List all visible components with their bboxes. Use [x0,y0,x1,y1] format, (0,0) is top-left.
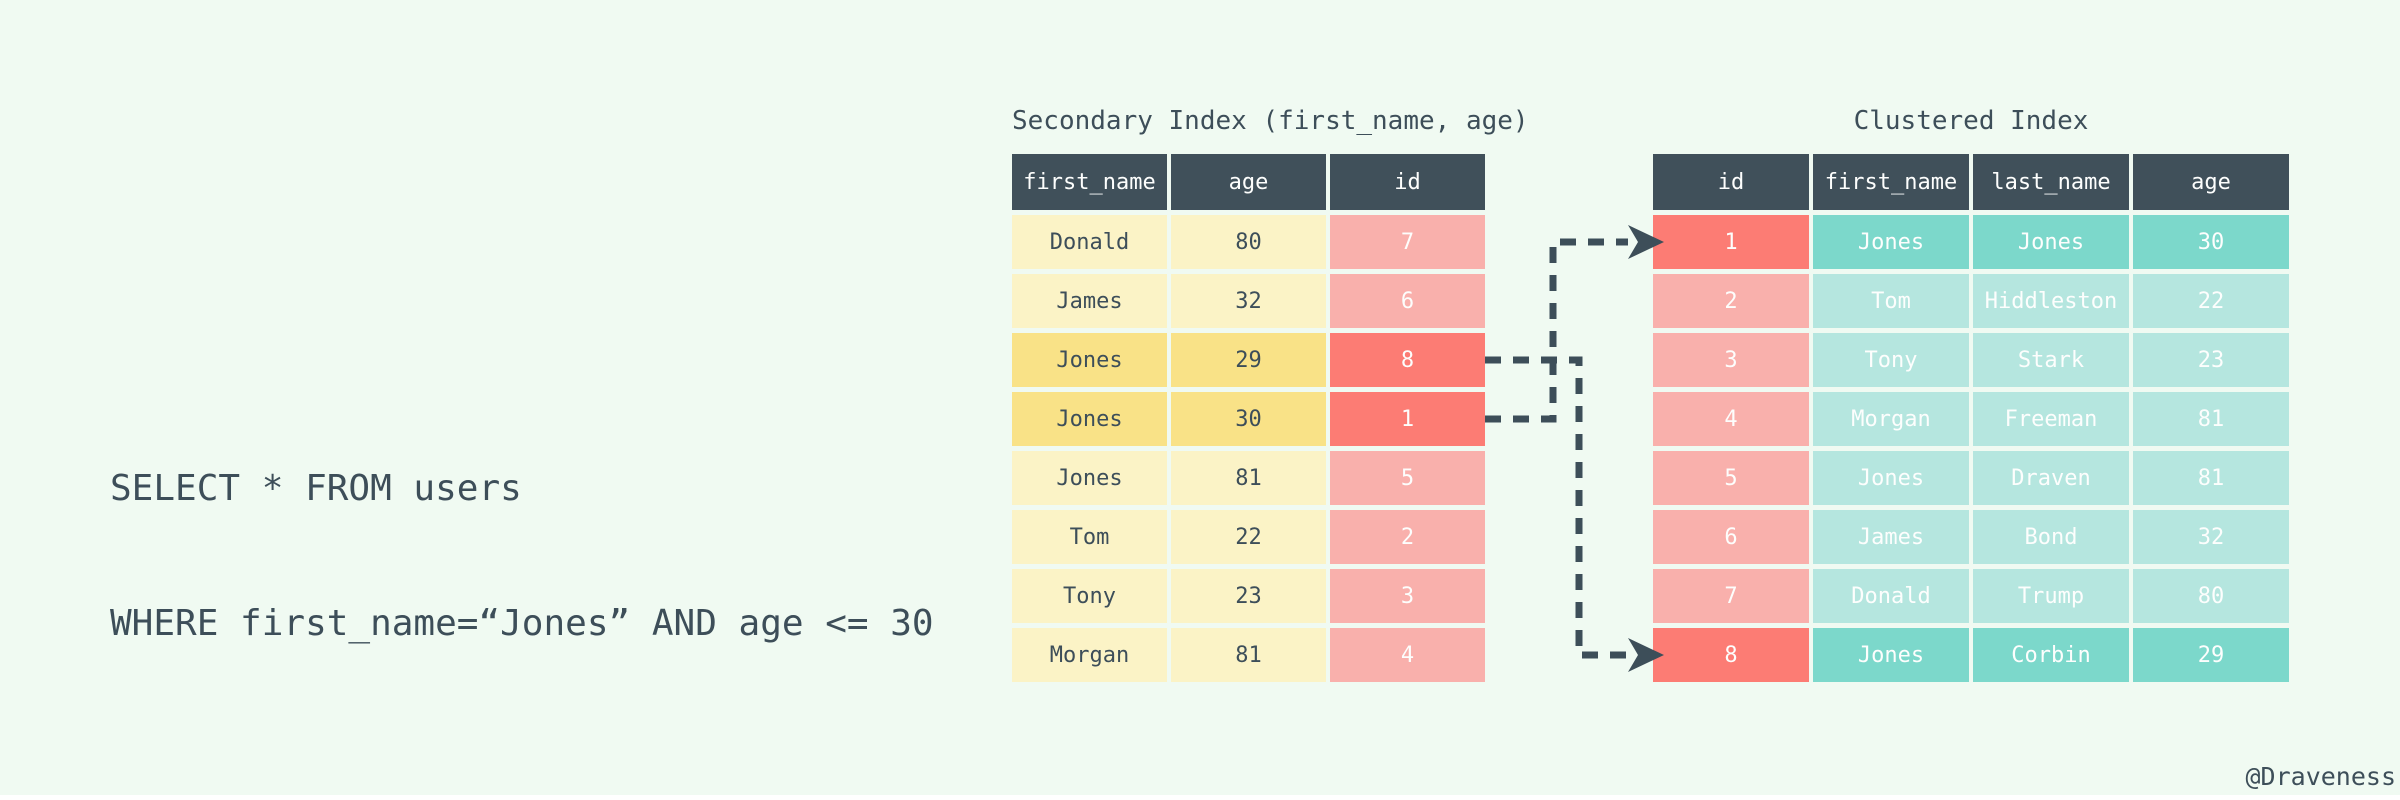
secondary-index-title: Secondary Index (first_name, age) [1012,106,1529,136]
secondary-index-table: first_name age id Donald 80 7 James 32 6 Jones 29 8… [1012,154,1485,682]
clustered-header-id: id [1653,154,1809,210]
clustered-cell-id-row5: 5 [1653,451,1809,505]
clustered-cell-first_name-row1: Jones [1813,215,1969,269]
clustered-cell-last_name-row3: Stark [1973,333,2129,387]
lookup-arrow-id1-path [1485,238,1628,423]
secondary-cell-age-row2: 32 [1171,274,1326,328]
secondary-cell-first_name-row1: Donald [1012,215,1167,269]
clustered-cell-age-row7: 80 [2133,569,2289,623]
clustered-cell-age-row6: 32 [2133,510,2289,564]
clustered-cell-age-row5: 81 [2133,451,2289,505]
secondary-cell-id-row3: 8 [1330,333,1485,387]
clustered-cell-id-row7: 7 [1653,569,1809,623]
clustered-cell-first_name-row4: Morgan [1813,392,1969,446]
secondary-cell-first_name-row6: Tom [1012,510,1167,564]
secondary-cell-first_name-row3: Jones [1012,333,1167,387]
secondary-cell-id-row4: 1 [1330,392,1485,446]
clustered-header-age: age [2133,154,2289,210]
secondary-header-id: id [1330,154,1485,210]
clustered-cell-id-row6: 6 [1653,510,1809,564]
secondary-cell-age-row7: 23 [1171,569,1326,623]
sql-query-line-2: WHERE first_name=“Jones” AND age <= 30 [110,603,934,644]
clustered-cell-age-row3: 23 [2133,333,2289,387]
clustered-cell-last_name-row4: Freeman [1973,392,2129,446]
secondary-cell-id-row2: 6 [1330,274,1485,328]
clustered-cell-id-row3: 3 [1653,333,1809,387]
clustered-cell-last_name-row1: Jones [1973,215,2129,269]
attribution: @Draveness [2245,762,2396,791]
clustered-header-first_name: first_name [1813,154,1969,210]
secondary-cell-first_name-row8: Morgan [1012,628,1167,682]
sql-query: SELECT * FROM users WHERE first_name=“Jo… [110,376,934,736]
clustered-cell-first_name-row8: Jones [1813,628,1969,682]
secondary-cell-first_name-row5: Jones [1012,451,1167,505]
clustered-cell-last_name-row2: Hiddleston [1973,274,2129,328]
secondary-cell-age-row3: 29 [1171,333,1326,387]
secondary-cell-first_name-row4: Jones [1012,392,1167,446]
clustered-cell-id-row4: 4 [1653,392,1809,446]
secondary-cell-id-row5: 5 [1330,451,1485,505]
clustered-cell-first_name-row3: Tony [1813,333,1969,387]
clustered-cell-first_name-row2: Tom [1813,274,1969,328]
secondary-cell-id-row6: 2 [1330,510,1485,564]
clustered-cell-age-row8: 29 [2133,628,2289,682]
clustered-cell-last_name-row6: Bond [1973,510,2129,564]
sql-query-line-1: SELECT * FROM users [110,468,522,509]
clustered-cell-first_name-row5: Jones [1813,451,1969,505]
clustered-index-table: id first_name last_name age 1 Jones Jones 30 2 To… [1653,154,2289,682]
bottom-strip [0,795,2400,800]
clustered-cell-first_name-row7: Donald [1813,569,1969,623]
secondary-cell-first_name-row2: James [1012,274,1167,328]
secondary-cell-age-row1: 80 [1171,215,1326,269]
secondary-cell-age-row8: 81 [1171,628,1326,682]
secondary-cell-id-row7: 3 [1330,569,1485,623]
secondary-cell-age-row6: 22 [1171,510,1326,564]
clustered-cell-id-row2: 2 [1653,274,1809,328]
secondary-cell-age-row5: 81 [1171,451,1326,505]
clustered-cell-age-row2: 22 [2133,274,2289,328]
clustered-cell-last_name-row7: Trump [1973,569,2129,623]
clustered-cell-id-row8: 8 [1653,628,1809,682]
secondary-header-first_name: first_name [1012,154,1167,210]
clustered-index-title: Clustered Index [1853,106,2089,136]
clustered-cell-age-row4: 81 [2133,392,2289,446]
clustered-cell-first_name-row6: James [1813,510,1969,564]
lookup-arrow-id8-path [1485,356,1628,659]
clustered-cell-last_name-row5: Draven [1973,451,2129,505]
secondary-cell-id-row8: 4 [1330,628,1485,682]
secondary-cell-id-row1: 7 [1330,215,1485,269]
secondary-cell-age-row4: 30 [1171,392,1326,446]
secondary-cell-first_name-row7: Tony [1012,569,1167,623]
clustered-cell-last_name-row8: Corbin [1973,628,2129,682]
clustered-header-last_name: last_name [1973,154,2129,210]
clustered-cell-id-row1: 1 [1653,215,1809,269]
secondary-header-age: age [1171,154,1326,210]
clustered-cell-age-row1: 30 [2133,215,2289,269]
